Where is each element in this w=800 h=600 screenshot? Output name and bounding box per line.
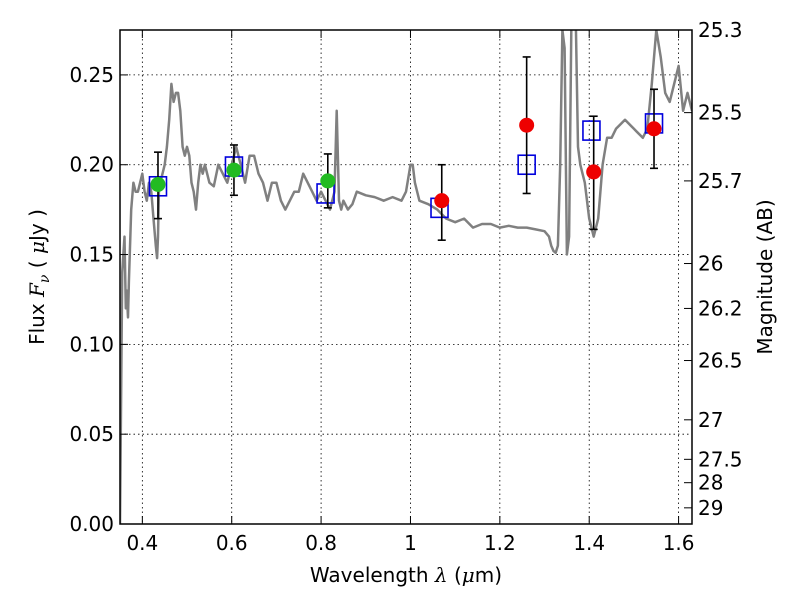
y2-tick-label: 27 xyxy=(698,408,723,432)
y-tick-label: 0.00 xyxy=(69,512,114,536)
y-tick-label: 0.25 xyxy=(69,63,114,87)
plot-area xyxy=(120,30,692,524)
y2-tick-label: 26.5 xyxy=(698,349,743,373)
model-photometry-square xyxy=(582,120,601,141)
observed-ir-point xyxy=(519,117,535,133)
y2-tick-label: 25.7 xyxy=(698,169,743,193)
observed-ir-point xyxy=(646,121,662,137)
y2-tick-label: 25.5 xyxy=(698,101,743,125)
y-tick-label: 0.20 xyxy=(69,153,114,177)
x-tick-label: 1.2 xyxy=(484,531,516,555)
y2-tick-label: 25.3 xyxy=(698,18,743,42)
x-tick-label: 0.6 xyxy=(216,531,248,555)
y2-tick-label: 26.2 xyxy=(698,296,743,320)
y-axis-label: Flux Fν ( μJy ) xyxy=(25,209,53,345)
y2-tick-label: 28 xyxy=(698,471,723,495)
y2-tick-label: 26 xyxy=(698,252,723,276)
observed-optical-point xyxy=(226,162,242,178)
y2-tick-label: 29 xyxy=(698,496,723,520)
y-tick-label: 0.10 xyxy=(69,332,114,356)
x-tick-label: 1 xyxy=(404,531,417,555)
observed-optical-point xyxy=(320,173,336,189)
observed-ir-point xyxy=(434,193,450,209)
y-tick-label: 0.15 xyxy=(69,243,114,267)
observed-ir-point xyxy=(586,164,602,180)
x-tick-label: 0.8 xyxy=(305,531,337,555)
y-tick-label: 0.05 xyxy=(69,422,114,446)
x-axis-label: Wavelength λ (μm) xyxy=(310,563,502,587)
x-tick-label: 0.4 xyxy=(126,531,158,555)
y2-axis-label: Magnitude (AB) xyxy=(753,199,777,354)
y2-tick-label: 27.5 xyxy=(698,447,743,471)
x-tick-label: 1.4 xyxy=(573,531,605,555)
x-tick-label: 1.6 xyxy=(663,531,695,555)
observed-optical-point xyxy=(150,176,166,192)
model-spectrum-line xyxy=(120,30,692,524)
plot-frame xyxy=(119,29,693,525)
ticks: 0.4 0.6 0.8 1 1.2 1.4 1.6 0.00 0.05 0.10 0.15 0.20 0… xyxy=(69,18,742,555)
